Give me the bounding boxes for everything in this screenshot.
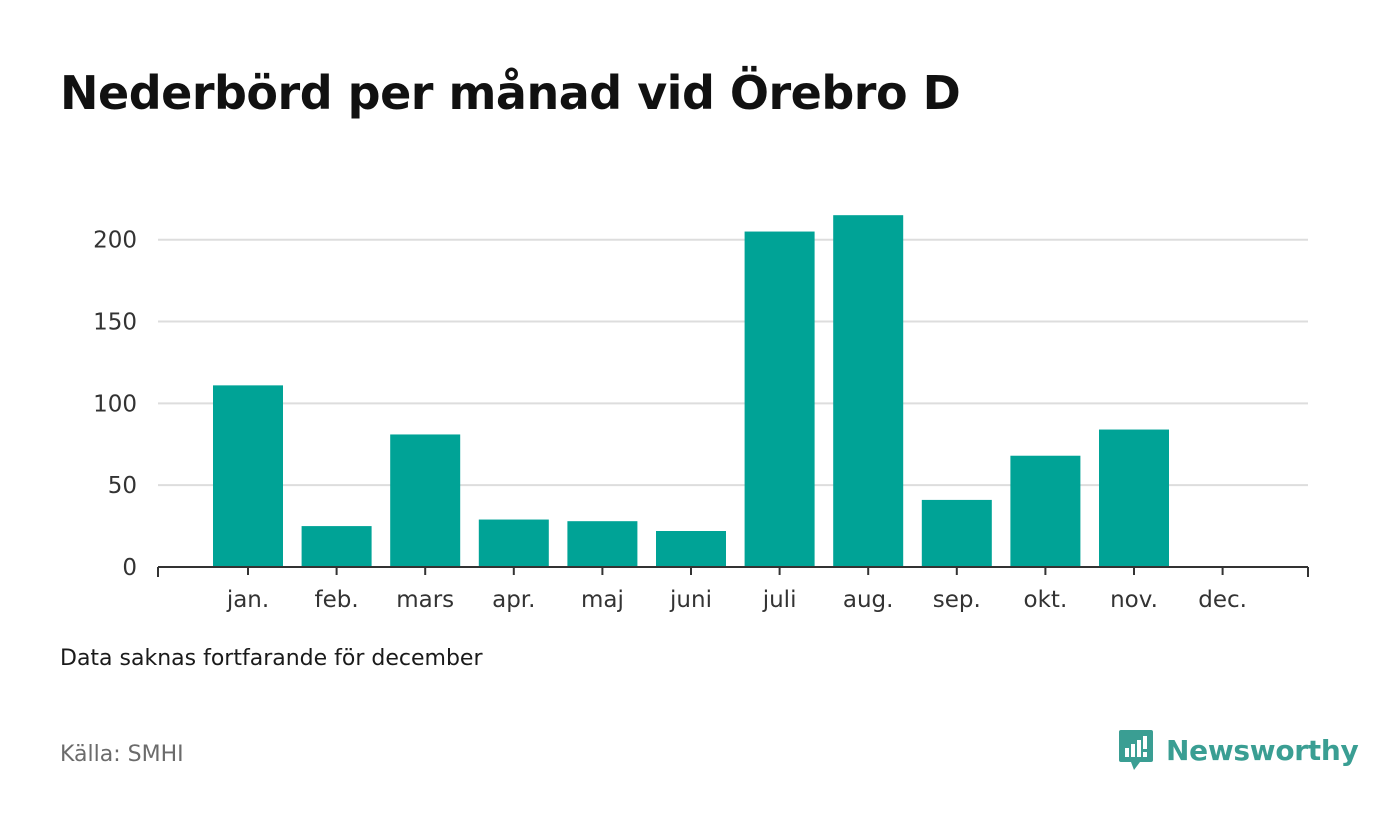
x-axis — [157, 566, 1309, 577]
bar-4 — [567, 521, 638, 567]
chart-title: Nederbörd per månad vid Örebro D — [60, 66, 961, 120]
chart-note: Data saknas fortfarande för december — [60, 646, 483, 671]
y-tick-label: 50 — [108, 473, 137, 499]
y-tick-label: 200 — [93, 228, 137, 254]
bar-1 — [301, 526, 372, 567]
y-tick-label: 150 — [93, 310, 137, 336]
x-tick-label: juni — [669, 587, 712, 613]
x-tick-label: nov. — [1110, 587, 1158, 613]
source-label: Källa: SMHI — [60, 742, 184, 767]
bar-2 — [390, 434, 461, 567]
y-tick-label: 100 — [93, 391, 137, 417]
y-tick-label: 0 — [122, 555, 137, 581]
bar-6 — [744, 231, 815, 567]
bar-7 — [833, 215, 904, 567]
x-tick-label: aug. — [843, 587, 894, 613]
bars — [213, 215, 1169, 567]
x-tick-label: feb. — [315, 587, 359, 613]
x-tick-label: maj — [581, 587, 624, 613]
x-tick-label: juli — [762, 587, 797, 613]
bar-chart: 0 50 100 150 200 jan. feb. mars apr. maj juni juli… — [93, 215, 1309, 613]
bar-5 — [656, 531, 726, 567]
bar-10 — [1099, 429, 1169, 567]
bar-3 — [478, 519, 549, 567]
x-tick-label: dec. — [1198, 587, 1247, 613]
bar-8 — [921, 499, 992, 567]
x-axis-ticks: jan. feb. mars apr. maj juni juli aug. sep. okt. n… — [226, 567, 1247, 613]
brand-logo: Newsworthy — [1118, 728, 1359, 772]
newsworthy-logo-icon — [1119, 730, 1153, 770]
x-tick-label: okt. — [1024, 587, 1068, 613]
y-axis-ticks: 0 50 100 150 200 — [93, 228, 137, 581]
brand-name: Newsworthy — [1166, 733, 1359, 767]
x-tick-label: jan. — [226, 587, 269, 613]
bar-9 — [1010, 455, 1081, 567]
x-tick-label: sep. — [933, 587, 981, 613]
bar-0 — [213, 385, 283, 567]
x-tick-label: apr. — [492, 587, 535, 613]
x-tick-label: mars — [396, 587, 454, 613]
